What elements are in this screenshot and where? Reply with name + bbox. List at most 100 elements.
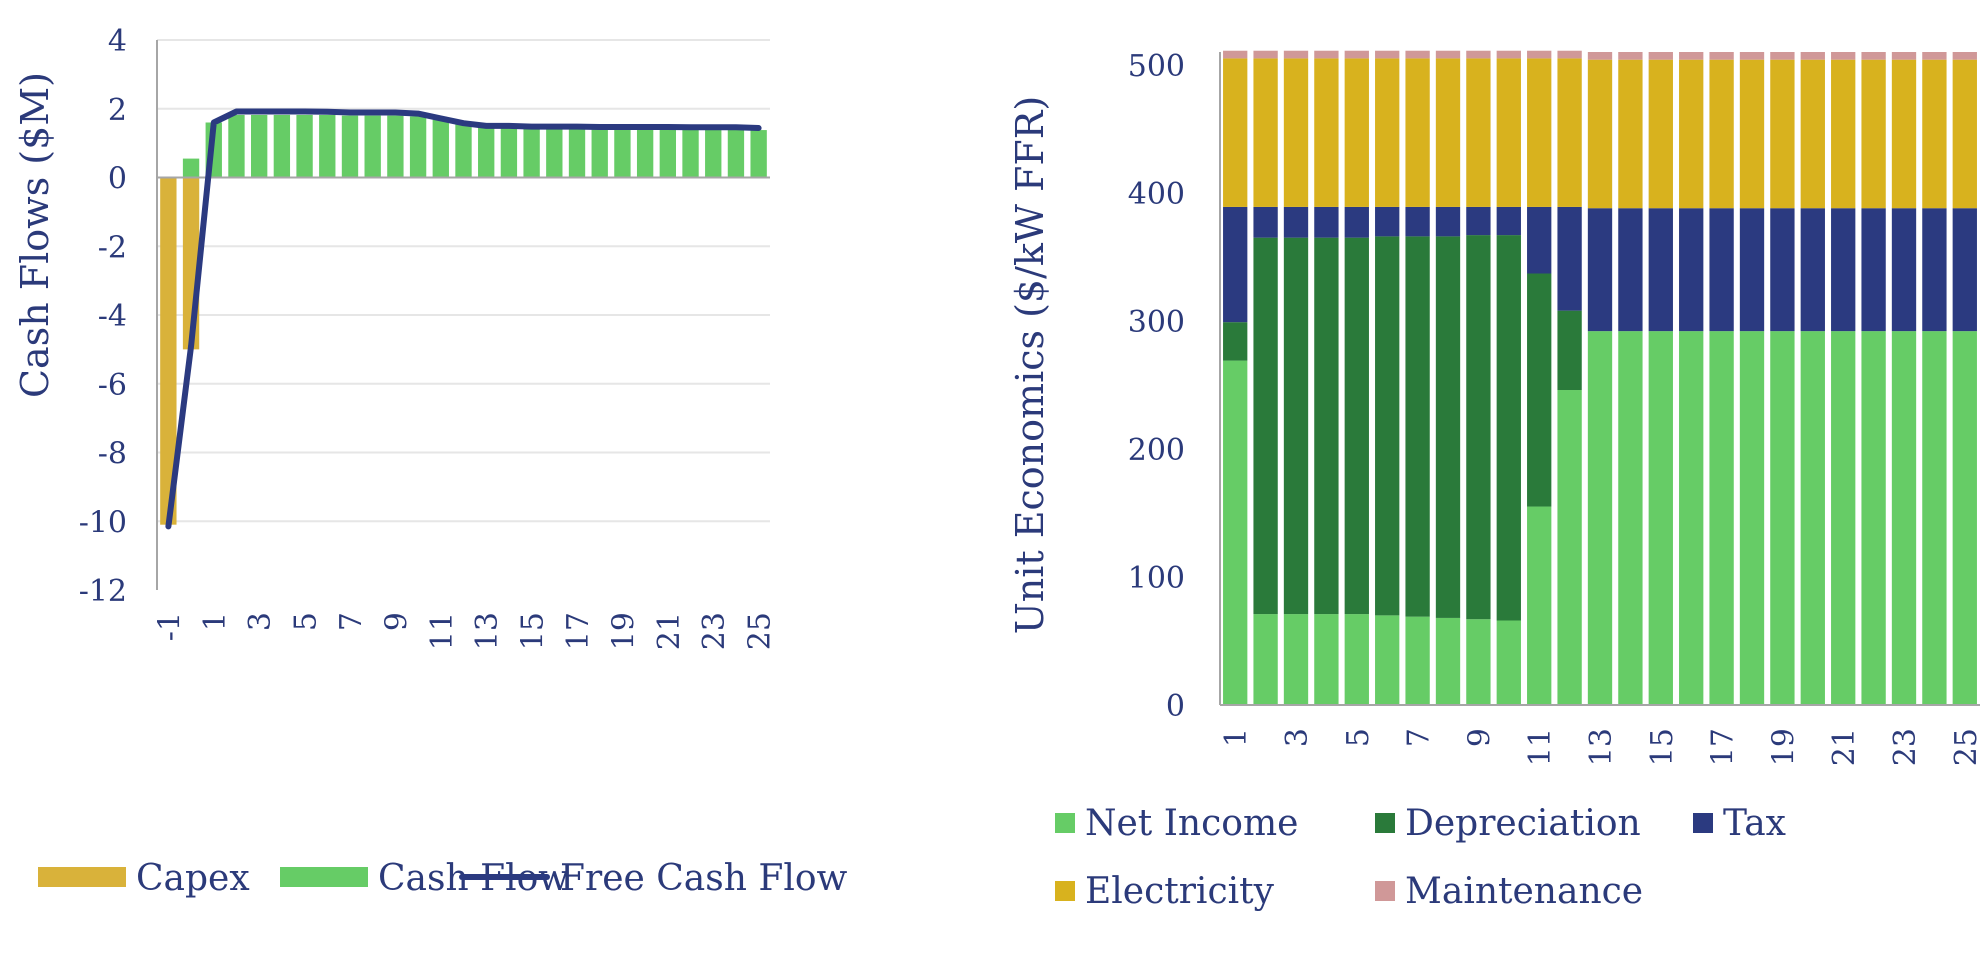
cash-flow-bar bbox=[296, 114, 313, 178]
maintenance-segment bbox=[1891, 52, 1917, 60]
tax-segment bbox=[1739, 208, 1765, 332]
x-tick-label: 15 bbox=[516, 612, 551, 650]
cash-flow-bar bbox=[182, 158, 200, 178]
x-tick-label: 15 bbox=[1645, 728, 1680, 766]
tax-segment bbox=[1314, 206, 1339, 238]
net-income-segment bbox=[1496, 620, 1521, 705]
tax-segment bbox=[1283, 206, 1309, 238]
electricity-segment bbox=[1679, 59, 1704, 209]
x-tick-label: 21 bbox=[1827, 728, 1862, 766]
stacked-bar-year-21 bbox=[1831, 52, 1856, 705]
y-tick-label: -4 bbox=[98, 299, 127, 334]
stacked-bar-year-10 bbox=[1496, 50, 1521, 705]
x-tick-label: 3 bbox=[1280, 728, 1315, 747]
depreciation-segment bbox=[1375, 236, 1400, 616]
maintenance-segment bbox=[1435, 50, 1461, 59]
tax-segment bbox=[1527, 206, 1552, 274]
stacked-bar-year-7 bbox=[1405, 50, 1430, 705]
depreciation-legend-label: Depreciation bbox=[1405, 803, 1641, 844]
cash-flow-bar bbox=[546, 128, 563, 178]
maintenance-segment bbox=[1831, 52, 1856, 60]
stacked-bar-year-1 bbox=[1223, 50, 1248, 705]
stacked-bar-year-25 bbox=[1952, 52, 1977, 705]
electricity-segment bbox=[1770, 59, 1795, 209]
cash-flow-bar bbox=[750, 130, 767, 178]
x-tick-label: 21 bbox=[652, 612, 687, 650]
maintenance-segment bbox=[1344, 50, 1369, 59]
stacked-bar-year-2 bbox=[1253, 50, 1278, 705]
net-income-segment bbox=[1466, 619, 1491, 705]
cash-flow-bar bbox=[591, 129, 608, 178]
net-income-segment bbox=[1223, 360, 1248, 705]
electricity-segment bbox=[1861, 59, 1886, 209]
x-tick-label: -1 bbox=[152, 612, 187, 641]
cash-flow-bar bbox=[432, 119, 449, 178]
y-tick-label: -2 bbox=[98, 230, 127, 265]
net-income-segment bbox=[1587, 331, 1613, 705]
cash-flow-y-axis-title: Cash Flows ($M) bbox=[13, 72, 57, 398]
net-income-segment bbox=[1861, 331, 1886, 705]
y-tick-label: 0 bbox=[1166, 689, 1185, 724]
maintenance-segment bbox=[1253, 50, 1278, 59]
electricity-segment bbox=[1648, 59, 1673, 209]
maintenance-segment bbox=[1770, 52, 1795, 60]
net-income-segment bbox=[1709, 331, 1734, 705]
electricity-legend-label: Electricity bbox=[1085, 871, 1275, 912]
cash-flow-bars bbox=[160, 114, 767, 525]
electricity-segment bbox=[1527, 58, 1552, 207]
legend-item-maintenance: Maintenance bbox=[1375, 871, 1643, 912]
maintenance-segment bbox=[1618, 52, 1643, 60]
stacked-bar-year-22 bbox=[1861, 52, 1886, 705]
stacked-bar-year-20 bbox=[1800, 52, 1825, 705]
cash-flow-x-tick-labels: -1 1 3 5 7 9 11 13 15 17 19 21 23 25 bbox=[152, 612, 777, 650]
x-tick-label: 3 bbox=[243, 612, 278, 631]
maintenance-segment bbox=[1739, 52, 1765, 60]
electricity-segment bbox=[1831, 59, 1856, 209]
electricity-segment bbox=[1223, 58, 1248, 207]
maintenance-segment bbox=[1496, 50, 1521, 59]
electricity-segment bbox=[1314, 58, 1339, 207]
legend-item-capex: Capex bbox=[38, 858, 250, 899]
maintenance-segment bbox=[1405, 50, 1430, 59]
net-income-segment bbox=[1557, 390, 1582, 705]
depreciation-segment bbox=[1344, 237, 1369, 615]
tax-segment bbox=[1770, 208, 1795, 332]
tax-legend-label: Tax bbox=[1723, 803, 1786, 844]
free-cash-flow-legend-label: Free Cash Flow bbox=[560, 858, 848, 899]
unit-economics-y-tick-labels: 0 100 200 300 400 500 bbox=[1128, 49, 1185, 724]
x-tick-label: 5 bbox=[289, 612, 324, 631]
net-income-segment bbox=[1314, 614, 1339, 705]
net-income-segment bbox=[1800, 331, 1825, 705]
cash-flow-bar bbox=[387, 115, 404, 178]
cash-flow-bar bbox=[250, 114, 268, 178]
x-tick-label: 9 bbox=[379, 612, 414, 631]
net-income-segment bbox=[1344, 614, 1369, 705]
cash-flow-bar bbox=[614, 129, 631, 178]
net-income-segment bbox=[1253, 614, 1278, 705]
stacked-bar-year-19 bbox=[1770, 52, 1795, 705]
capex-bar bbox=[160, 177, 177, 525]
depreciation-segment bbox=[1253, 237, 1278, 615]
x-tick-label: 1 bbox=[1219, 728, 1254, 747]
stacked-bar-year-18 bbox=[1739, 52, 1765, 705]
stacked-bar-year-8 bbox=[1435, 50, 1461, 705]
cash-flow-bar bbox=[455, 124, 472, 178]
depreciation-legend-swatch bbox=[1375, 813, 1395, 833]
maintenance-segment bbox=[1679, 52, 1704, 60]
tax-segment bbox=[1831, 208, 1856, 332]
depreciation-segment bbox=[1527, 273, 1552, 507]
electricity-segment bbox=[1253, 58, 1278, 207]
x-tick-label: 5 bbox=[1341, 728, 1376, 747]
cash-flow-legend-swatch bbox=[280, 867, 368, 887]
stacked-bar-year-9 bbox=[1466, 50, 1491, 705]
tax-segment bbox=[1435, 206, 1461, 237]
tax-segment bbox=[1466, 206, 1491, 236]
y-tick-label: 100 bbox=[1128, 561, 1185, 596]
cash-flow-bar bbox=[409, 116, 427, 178]
stacked-bar-year-17 bbox=[1709, 52, 1734, 705]
unit-economics-stacked-bars bbox=[1223, 50, 1977, 705]
net-income-segment bbox=[1831, 331, 1856, 705]
unit-economics-y-axis-title: Unit Economics ($/kW FFR) bbox=[1008, 96, 1052, 634]
